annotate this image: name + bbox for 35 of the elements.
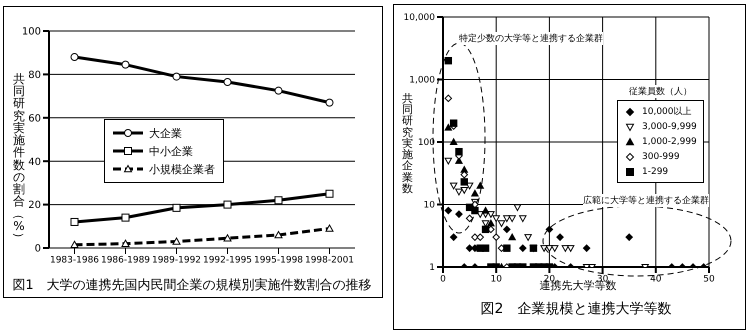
y-tick-label: 40 — [28, 156, 41, 168]
y-tick-label: 10,000 — [404, 13, 436, 24]
legend-label: 小規模企業者 — [149, 162, 215, 176]
x-tick-label: 1998-2001 — [304, 255, 354, 266]
text: 共同研究実施件数の割合（%） — [12, 72, 26, 244]
x-tick-label: 1989-1992 — [152, 255, 202, 266]
text: 図2 企業規模と連携大学等数 — [480, 300, 672, 318]
x-tick-label: 1983-1986 — [50, 255, 100, 266]
y-tick-label: 100 — [22, 26, 41, 38]
x-tick-label: 1995-1998 — [254, 255, 304, 266]
y-tick-label: 10 — [424, 200, 436, 211]
y-tick-label: 100 — [418, 138, 436, 148]
legend-label: 300-999 — [642, 152, 680, 162]
y-tick-label: 20 — [28, 200, 41, 212]
legend-label: 大企業 — [149, 126, 182, 140]
x-tick-label: 10 — [490, 274, 502, 284]
x-tick-label: 50 — [703, 274, 715, 284]
y-tick-label: 80 — [28, 70, 41, 81]
legend-title: 従業員数（人） — [617, 85, 704, 98]
x-tick-label: 1992-1995 — [202, 255, 252, 266]
legend-label: 3,000-9,999 — [642, 122, 697, 132]
y-tick-label: 60 — [28, 113, 41, 124]
annotation: 広範に大学等と連携する企業群 — [583, 194, 709, 207]
legend-label: 中小企業 — [149, 144, 193, 158]
y-tick-label: 1,000 — [409, 76, 436, 86]
x-tick-label: 0 — [440, 274, 446, 284]
annotation: 特定少数の大学等と連携する企業群 — [459, 32, 603, 45]
legend-label: 1,000-2,999 — [642, 136, 697, 146]
text: 図1 大学の連携先国内民間企業の規模別実施件数割合の推移 — [11, 277, 373, 294]
x-tick-label: 1986-1989 — [100, 255, 150, 266]
text: 共同研究実施企業数 — [402, 92, 413, 195]
y-tick-label: 1 — [429, 263, 435, 274]
legend-label: 10,000以上 — [642, 106, 692, 118]
legend-label: 1-299 — [642, 166, 668, 176]
y-tick-label: 0 — [34, 244, 41, 255]
